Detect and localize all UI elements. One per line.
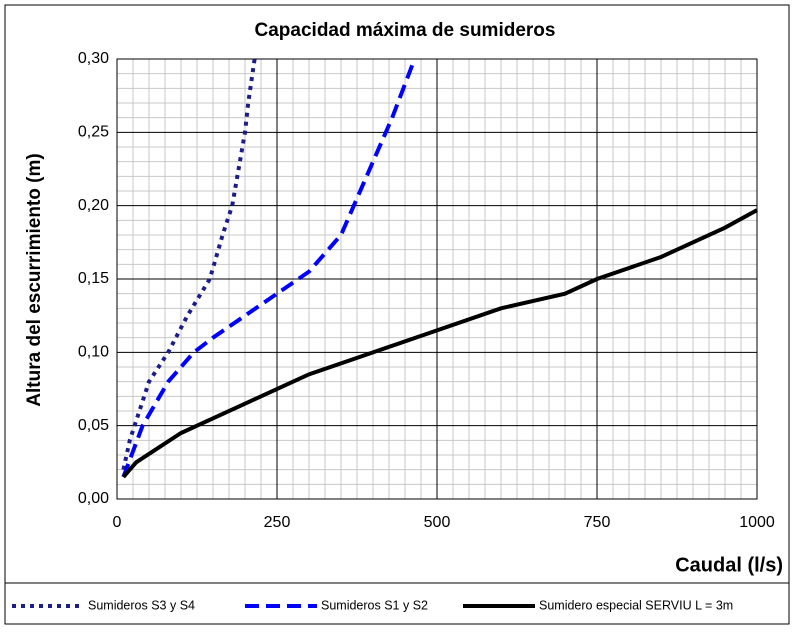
legend-label: Sumidero especial SERVIU L = 3m: [539, 598, 733, 612]
x-tick-label: 750: [584, 514, 611, 531]
plot-border: [116, 58, 758, 500]
y-tick-label: 0,05: [78, 417, 109, 434]
y-tick-label: 0,30: [78, 50, 109, 67]
x-axis-label: Caudal (l/s): [675, 554, 783, 576]
x-tick-label: 250: [264, 514, 291, 531]
y-axis-label: Altura del escurrimiento (m): [24, 153, 45, 406]
x-tick-label: 500: [424, 514, 451, 531]
series-line: [121, 58, 257, 471]
chart-title: Capacidad máxima de sumideros: [255, 20, 556, 41]
y-tick-label: 0,25: [78, 124, 109, 141]
x-tick-label: 1000: [739, 514, 775, 531]
x-tick-label: 0: [113, 514, 122, 531]
y-tick-label: 0,20: [78, 197, 109, 214]
y-tick-label: 0,00: [78, 490, 109, 507]
y-tick-label: 0,10: [78, 344, 109, 361]
series-line: [121, 58, 417, 478]
legend-label: Sumideros S3 y S4: [88, 598, 195, 612]
legend-label: Sumideros S1 y S2: [321, 598, 428, 612]
y-tick-label: 0,15: [78, 270, 109, 287]
series-line: [121, 208, 758, 479]
